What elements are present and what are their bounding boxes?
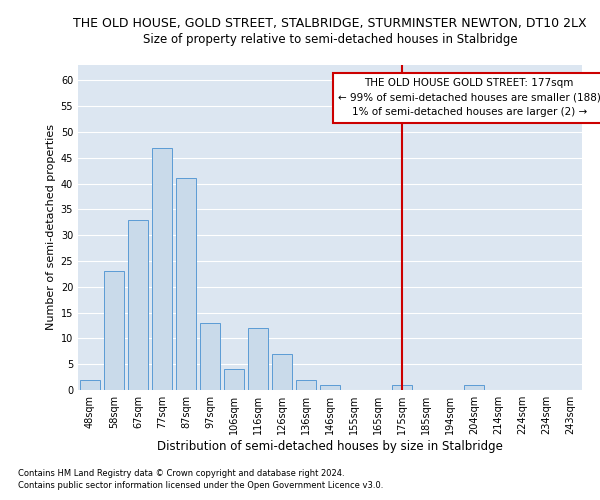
Bar <box>200 323 220 390</box>
X-axis label: Distribution of semi-detached houses by size in Stalbridge: Distribution of semi-detached houses by … <box>157 440 503 453</box>
Bar <box>224 370 244 390</box>
Text: Size of property relative to semi-detached houses in Stalbridge: Size of property relative to semi-detach… <box>143 32 517 46</box>
Bar <box>176 178 196 390</box>
Bar <box>272 354 292 390</box>
Bar <box>296 380 316 390</box>
Y-axis label: Number of semi-detached properties: Number of semi-detached properties <box>46 124 56 330</box>
Text: Contains public sector information licensed under the Open Government Licence v3: Contains public sector information licen… <box>18 481 383 490</box>
Bar <box>152 148 172 390</box>
Text: THE OLD HOUSE, GOLD STREET, STALBRIDGE, STURMINSTER NEWTON, DT10 2LX: THE OLD HOUSE, GOLD STREET, STALBRIDGE, … <box>73 18 587 30</box>
Text: Contains HM Land Registry data © Crown copyright and database right 2024.: Contains HM Land Registry data © Crown c… <box>18 468 344 477</box>
Bar <box>248 328 268 390</box>
Bar <box>464 385 484 390</box>
Bar <box>104 272 124 390</box>
Bar <box>320 385 340 390</box>
Bar <box>128 220 148 390</box>
Bar <box>392 385 412 390</box>
Text: THE OLD HOUSE GOLD STREET: 177sqm
← 99% of semi-detached houses are smaller (188: THE OLD HOUSE GOLD STREET: 177sqm ← 99% … <box>338 78 600 118</box>
Bar <box>80 380 100 390</box>
